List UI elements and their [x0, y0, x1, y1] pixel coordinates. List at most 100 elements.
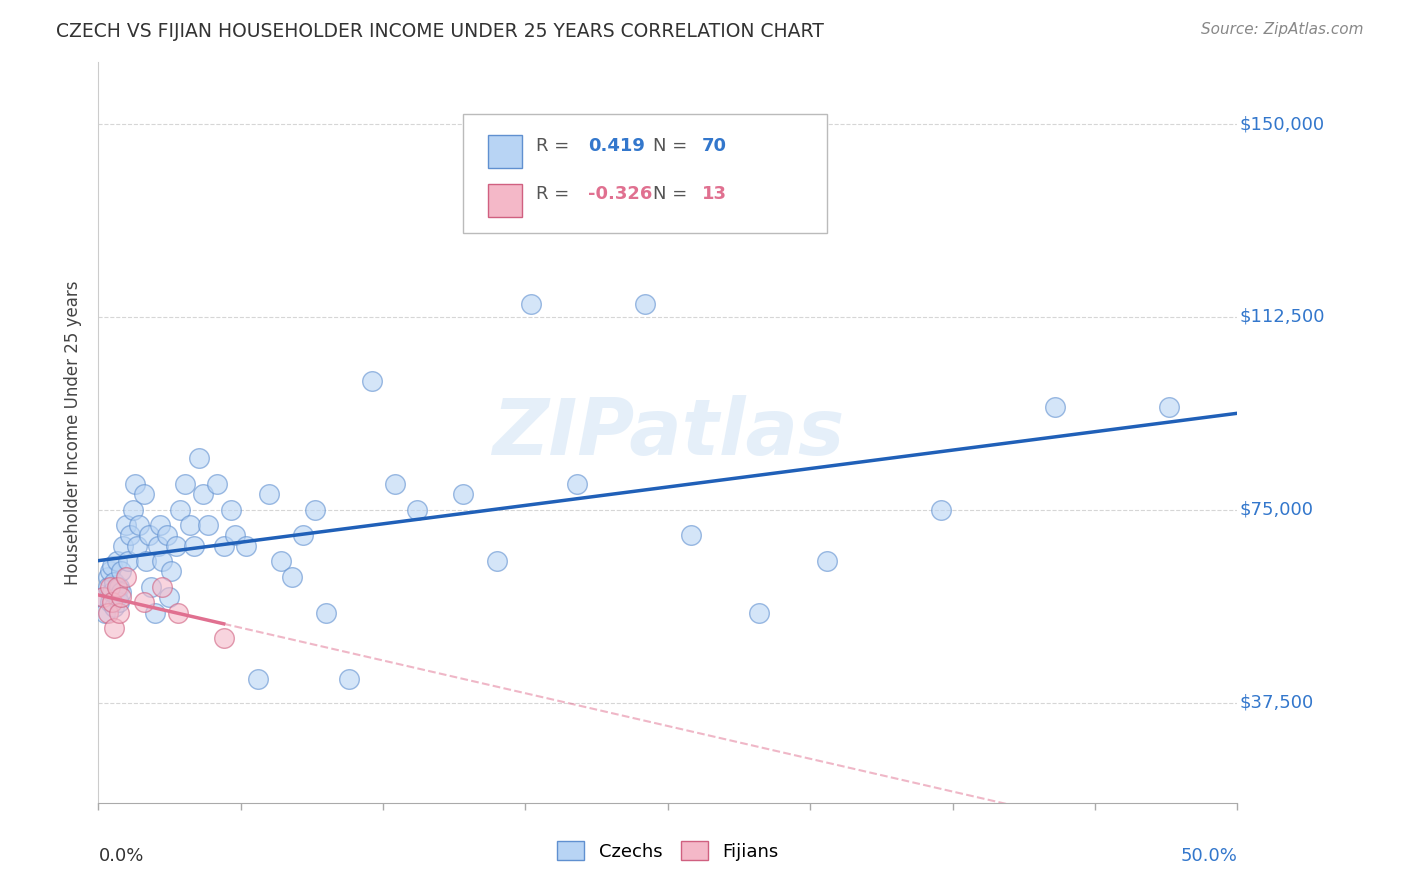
- Point: [197, 518, 219, 533]
- Text: 0.0%: 0.0%: [98, 847, 143, 865]
- Point: [94, 606, 117, 620]
- Point: [114, 518, 136, 533]
- Point: [360, 374, 382, 388]
- Y-axis label: Householder Income Under 25 years: Householder Income Under 25 years: [65, 280, 83, 585]
- FancyBboxPatch shape: [488, 135, 522, 169]
- Point: [132, 487, 155, 501]
- Point: [110, 585, 132, 599]
- Point: [174, 477, 197, 491]
- Point: [315, 606, 337, 620]
- Point: [384, 477, 406, 491]
- Point: [219, 502, 242, 516]
- Point: [117, 554, 139, 568]
- Text: R =: R =: [536, 186, 569, 203]
- Point: [114, 569, 136, 583]
- Point: [150, 580, 173, 594]
- Text: 50.0%: 50.0%: [1181, 847, 1237, 865]
- Point: [193, 487, 215, 501]
- Point: [565, 477, 588, 491]
- Point: [179, 518, 201, 533]
- Point: [748, 606, 770, 620]
- Point: [270, 554, 292, 568]
- Point: [520, 297, 543, 311]
- Point: [101, 559, 124, 574]
- Point: [1043, 400, 1066, 414]
- Point: [451, 487, 474, 501]
- Text: 70: 70: [702, 136, 727, 154]
- FancyBboxPatch shape: [463, 114, 827, 233]
- Point: [337, 673, 360, 687]
- Text: -0.326: -0.326: [588, 186, 652, 203]
- Point: [135, 554, 157, 568]
- Point: [110, 565, 132, 579]
- Text: 0.419: 0.419: [588, 136, 645, 154]
- Point: [246, 673, 269, 687]
- FancyBboxPatch shape: [488, 184, 522, 217]
- Point: [187, 451, 209, 466]
- Point: [634, 297, 657, 311]
- Text: Source: ZipAtlas.com: Source: ZipAtlas.com: [1201, 22, 1364, 37]
- Point: [112, 539, 135, 553]
- Point: [212, 539, 235, 553]
- Point: [96, 580, 118, 594]
- Point: [139, 580, 162, 594]
- Point: [235, 539, 257, 553]
- Point: [127, 539, 149, 553]
- Point: [105, 590, 128, 604]
- Point: [160, 565, 183, 579]
- Point: [167, 606, 190, 620]
- Point: [157, 590, 180, 604]
- Point: [679, 528, 702, 542]
- Point: [121, 502, 143, 516]
- Point: [169, 502, 191, 516]
- Point: [183, 539, 205, 553]
- Point: [138, 528, 160, 542]
- Point: [815, 554, 838, 568]
- Text: $37,500: $37,500: [1240, 694, 1313, 712]
- Point: [156, 528, 179, 542]
- Point: [145, 606, 167, 620]
- Point: [165, 539, 187, 553]
- Text: ZIPatlas: ZIPatlas: [492, 394, 844, 471]
- Point: [1157, 400, 1180, 414]
- Text: 13: 13: [702, 186, 727, 203]
- Point: [212, 632, 235, 646]
- Text: N =: N =: [652, 136, 688, 154]
- Point: [132, 595, 155, 609]
- Legend: Czechs, Fijians: Czechs, Fijians: [550, 834, 786, 868]
- Point: [98, 595, 121, 609]
- Point: [108, 595, 131, 609]
- Point: [150, 554, 173, 568]
- Point: [103, 600, 125, 615]
- Point: [101, 595, 124, 609]
- Point: [91, 590, 114, 604]
- Point: [146, 539, 169, 553]
- Point: [108, 606, 131, 620]
- Point: [110, 590, 132, 604]
- Point: [91, 590, 114, 604]
- Text: CZECH VS FIJIAN HOUSEHOLDER INCOME UNDER 25 YEARS CORRELATION CHART: CZECH VS FIJIAN HOUSEHOLDER INCOME UNDER…: [56, 22, 824, 41]
- Point: [224, 528, 246, 542]
- Point: [103, 574, 125, 589]
- Point: [281, 569, 304, 583]
- Text: R =: R =: [536, 136, 569, 154]
- Point: [205, 477, 228, 491]
- Point: [120, 528, 142, 542]
- Text: $75,000: $75,000: [1240, 500, 1313, 519]
- Point: [486, 554, 509, 568]
- Text: N =: N =: [652, 186, 688, 203]
- Point: [149, 518, 172, 533]
- Point: [96, 606, 118, 620]
- Point: [128, 518, 150, 533]
- Point: [304, 502, 326, 516]
- Text: $150,000: $150,000: [1240, 115, 1324, 133]
- Point: [929, 502, 952, 516]
- Point: [124, 477, 146, 491]
- Point: [98, 580, 121, 594]
- Point: [406, 502, 429, 516]
- Point: [101, 585, 124, 599]
- Point: [108, 580, 131, 594]
- Point: [103, 621, 125, 635]
- Point: [105, 554, 128, 568]
- Point: [259, 487, 281, 501]
